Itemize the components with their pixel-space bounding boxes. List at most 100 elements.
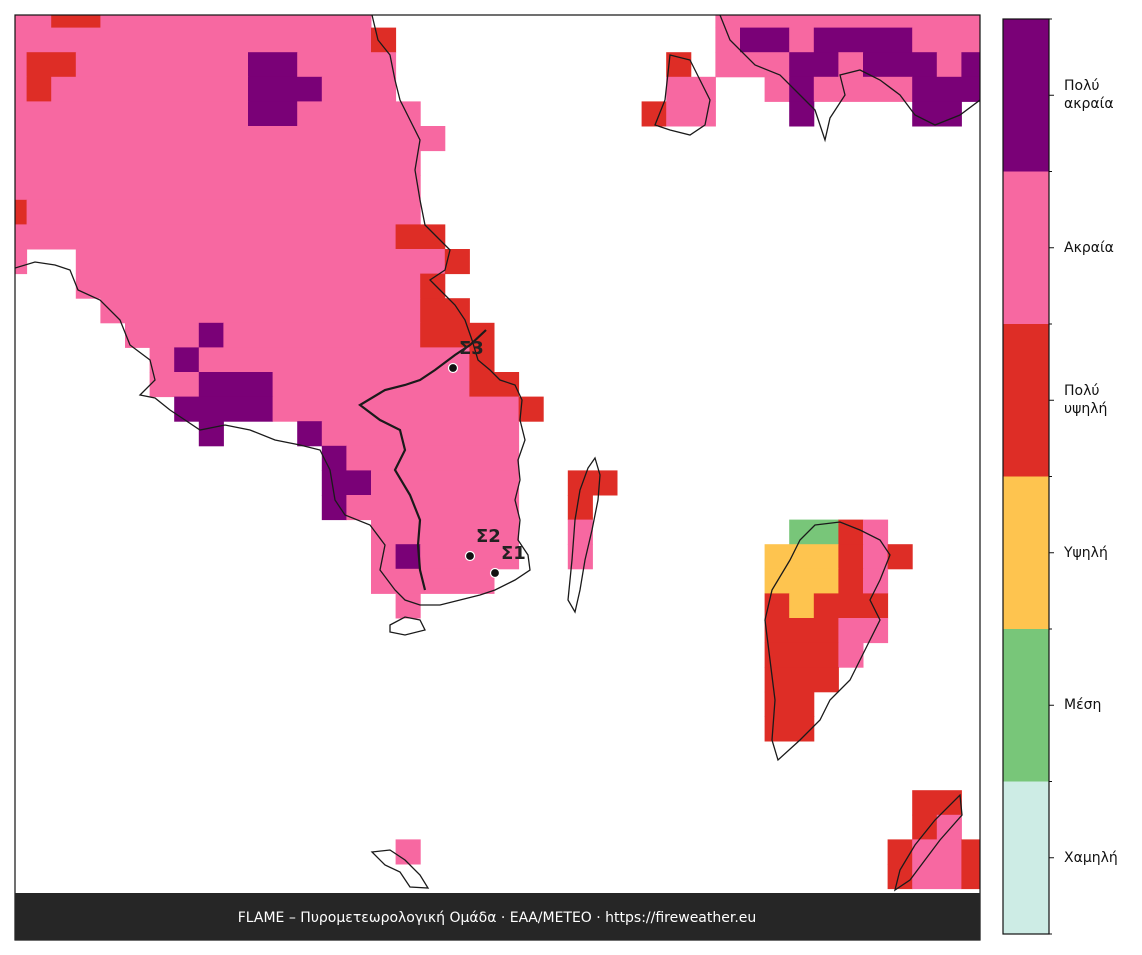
grid-cell <box>936 52 962 78</box>
grid-cell <box>764 691 815 717</box>
grid-cell <box>838 519 864 545</box>
colorbar-swatch <box>1003 781 1049 934</box>
station-label: Σ2 <box>476 526 501 547</box>
grid-cell <box>149 372 200 398</box>
grid-cell <box>174 396 274 422</box>
grid-cell <box>789 76 815 102</box>
grid-cell <box>469 347 495 373</box>
grid-cell <box>444 249 470 275</box>
grid-cell <box>15 15 52 29</box>
station-dot <box>489 567 501 579</box>
colorbar-label: Χαμηλή <box>1064 849 1118 866</box>
grid-cell <box>248 76 323 102</box>
grid-cell <box>912 101 962 127</box>
grid-cell <box>863 544 889 570</box>
grid-cell <box>371 568 495 594</box>
grid-cell <box>15 224 397 250</box>
grid-cell <box>715 15 980 29</box>
footer-bar <box>15 893 980 940</box>
colorbar-swatch <box>1003 629 1049 782</box>
grid-cell <box>51 76 249 102</box>
grid-cell <box>838 568 864 594</box>
grid-cell <box>715 27 741 53</box>
grid-cell <box>15 52 28 78</box>
grid-cell <box>149 347 175 373</box>
grid-cell <box>321 445 347 471</box>
grid-cell <box>764 667 839 693</box>
grid-cell <box>395 839 421 865</box>
colorbar-swatch <box>1003 476 1049 629</box>
grid-cell <box>346 495 520 521</box>
grid-cell <box>912 27 980 53</box>
grid-cell <box>75 273 421 299</box>
grid-cell <box>838 52 864 78</box>
grid-cell <box>321 470 372 496</box>
grid-cell <box>125 322 200 348</box>
grid-cell <box>75 52 249 78</box>
island <box>389 616 426 636</box>
grid-cell <box>912 864 962 890</box>
grid-cell <box>420 298 470 324</box>
grid-cell <box>912 814 938 840</box>
grid-cell <box>174 347 200 373</box>
colorbar-label: Ακραία <box>1064 239 1114 256</box>
grid-cell <box>15 27 372 53</box>
grid-cell <box>567 519 593 545</box>
grid-cell <box>813 76 913 102</box>
grid-cell <box>961 52 980 78</box>
colorbar-label: Πολύ ακραία <box>1064 78 1114 113</box>
grid-cell <box>838 618 889 644</box>
island <box>654 54 711 136</box>
footer-text: FLAME – Πυρομετεωρολογική Ομάδα · ΕΑΑ/ME… <box>238 910 757 926</box>
grid-cell <box>26 76 52 102</box>
grid-cell <box>297 52 397 78</box>
border <box>358 329 487 591</box>
grid-cell <box>15 76 28 102</box>
grid-cell <box>198 322 224 348</box>
grid-cell <box>764 544 839 570</box>
grid-cell <box>297 421 323 447</box>
grid-cell <box>198 347 470 373</box>
coastlines <box>15 15 980 892</box>
grid-cell <box>371 27 397 53</box>
grid-cell <box>887 544 913 570</box>
grid-cell <box>15 126 446 152</box>
grid-cell <box>15 199 28 225</box>
grid-cell <box>764 568 839 594</box>
grid-cell <box>346 445 520 471</box>
grid-cell <box>518 396 544 422</box>
grid-cell <box>26 199 421 225</box>
grid-cell <box>764 642 839 668</box>
grid-cell <box>15 150 421 176</box>
grid-cell <box>15 249 28 275</box>
grid-cell <box>100 298 421 324</box>
risk-grid <box>15 15 980 890</box>
grid-cell <box>51 15 101 29</box>
grid-cell <box>395 593 421 619</box>
grid-cell <box>961 839 980 865</box>
grid-cell <box>863 519 889 545</box>
grid-cell <box>813 27 913 53</box>
grid-cell <box>420 273 446 299</box>
grid-cell <box>740 27 790 53</box>
grid-cell <box>297 101 421 127</box>
grid-cell <box>371 470 520 496</box>
station-label: Σ3 <box>459 338 484 359</box>
grid-cell <box>764 618 839 644</box>
grid-cell <box>813 593 889 619</box>
grid-cell <box>26 52 77 78</box>
grid-cell <box>272 396 520 422</box>
grid-cell <box>887 839 913 865</box>
grid-cell <box>789 593 815 619</box>
grid-cell <box>75 249 446 275</box>
grid-cell <box>15 101 249 127</box>
grid-cell <box>198 372 274 398</box>
grid-cell <box>912 790 962 816</box>
colorbar-swatch <box>1003 324 1049 477</box>
island <box>893 793 963 892</box>
coastline <box>15 15 531 606</box>
grid-cell <box>100 15 372 29</box>
grid-cell <box>567 470 618 496</box>
